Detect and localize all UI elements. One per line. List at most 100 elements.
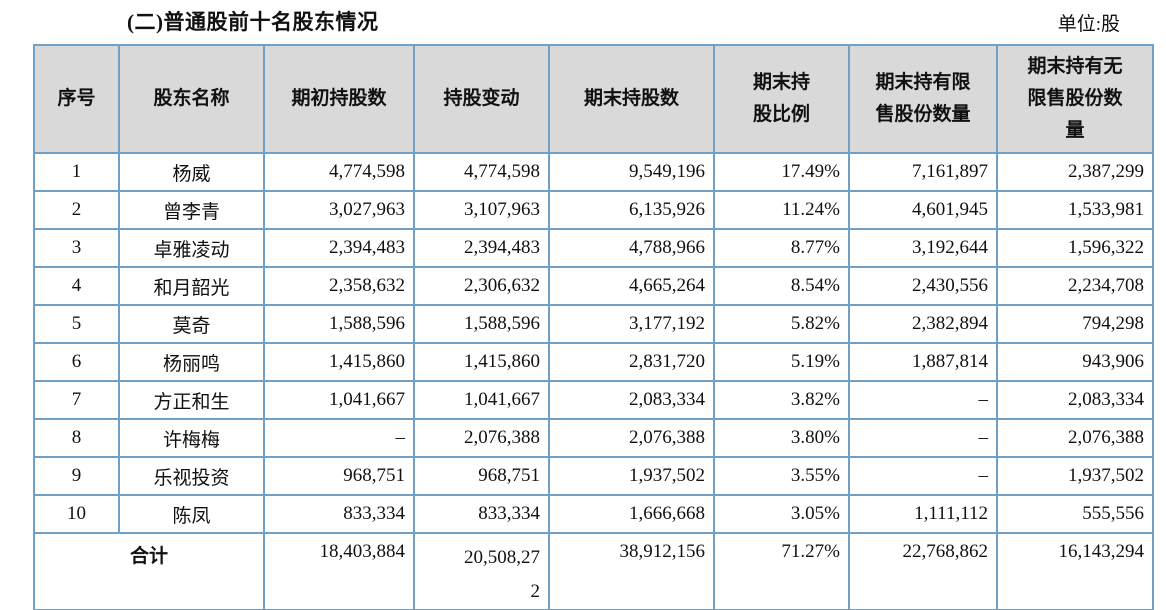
cell-shareholder-name: 莫奇 xyxy=(118,304,265,344)
cell-share-change: 968,751 xyxy=(413,456,550,496)
header-restricted-shares: 期末持有限 售股份数量 xyxy=(848,44,998,154)
cell-restricted-shares: 3,192,644 xyxy=(848,228,998,268)
cell-ending-shares: 1,666,668 xyxy=(548,494,715,534)
cell-no: 6 xyxy=(33,342,120,382)
cell-shareholder-name: 方正和生 xyxy=(118,380,265,420)
table-row: 3 卓雅凌动 2,394,483 2,394,483 4,788,966 8.7… xyxy=(33,228,1154,268)
cell-shareholder-name: 卓雅凌动 xyxy=(118,228,265,268)
cell-restricted-shares: – xyxy=(848,380,998,420)
cell-ending-shares: 3,177,192 xyxy=(548,304,715,344)
cell-unrestricted-shares: 555,556 xyxy=(996,494,1154,534)
header-share-change: 持股变动 xyxy=(413,44,550,154)
cell-unrestricted-shares: 1,937,502 xyxy=(996,456,1154,496)
cell-restricted-shares: 1,887,814 xyxy=(848,342,998,382)
cell-shareholder-name: 曾李青 xyxy=(118,190,265,230)
total-share-change: 20,508,272 xyxy=(413,531,550,610)
cell-initial-shares: 1,041,667 xyxy=(263,380,415,420)
cell-no: 9 xyxy=(33,456,120,496)
cell-no: 2 xyxy=(33,190,120,230)
header-ending-shares: 期末持股数 xyxy=(548,44,715,154)
cell-ending-ratio: 8.77% xyxy=(713,228,850,268)
total-row: 合计 18,403,884 20,508,272 38,912,156 71.2… xyxy=(33,531,1154,610)
table-header: 序号 股东名称 期初持股数 持股变动 期末持股数 期末持 股比例 期末持有限 售… xyxy=(33,44,1154,154)
cell-unrestricted-shares: 2,387,299 xyxy=(996,152,1154,192)
cell-unrestricted-shares: 1,533,981 xyxy=(996,190,1154,230)
table-row: 4 和月韶光 2,358,632 2,306,632 4,665,264 8.5… xyxy=(33,266,1154,306)
cell-ending-ratio: 11.24% xyxy=(713,190,850,230)
cell-restricted-shares: – xyxy=(848,456,998,496)
cell-share-change: 3,107,963 xyxy=(413,190,550,230)
cell-no: 10 xyxy=(33,494,120,534)
cell-ending-ratio: 5.19% xyxy=(713,342,850,382)
page-title: (二)普通股前十名股东情况 xyxy=(127,10,379,34)
table-row: 1 杨威 4,774,598 4,774,598 9,549,196 17.49… xyxy=(33,152,1154,192)
cell-initial-shares: 4,774,598 xyxy=(263,152,415,192)
cell-initial-shares: 1,588,596 xyxy=(263,304,415,344)
header-row: 序号 股东名称 期初持股数 持股变动 期末持股数 期末持 股比例 期末持有限 售… xyxy=(33,44,1154,154)
cell-restricted-shares: 7,161,897 xyxy=(848,152,998,192)
cell-unrestricted-shares: 2,076,388 xyxy=(996,418,1154,458)
cell-restricted-shares: 2,430,556 xyxy=(848,266,998,306)
cell-share-change: 1,588,596 xyxy=(413,304,550,344)
total-ending-ratio: 71.27% xyxy=(713,531,850,610)
cell-ending-shares: 6,135,926 xyxy=(548,190,715,230)
cell-initial-shares: 2,358,632 xyxy=(263,266,415,306)
cell-unrestricted-shares: 2,234,708 xyxy=(996,266,1154,306)
cell-no: 7 xyxy=(33,380,120,420)
cell-share-change: 1,415,860 xyxy=(413,342,550,382)
header-no: 序号 xyxy=(33,44,120,154)
cell-share-change: 2,306,632 xyxy=(413,266,550,306)
shareholders-table: 序号 股东名称 期初持股数 持股变动 期末持股数 期末持 股比例 期末持有限 售… xyxy=(33,44,1154,610)
header-shareholder-name: 股东名称 xyxy=(118,44,265,154)
header-unrestricted-shares: 期末持有无 限售股份数 量 xyxy=(996,44,1154,154)
table-body: 1 杨威 4,774,598 4,774,598 9,549,196 17.49… xyxy=(33,152,1154,610)
header-ending-ratio: 期末持 股比例 xyxy=(713,44,850,154)
cell-no: 1 xyxy=(33,152,120,192)
cell-share-change: 1,041,667 xyxy=(413,380,550,420)
cell-ending-shares: 2,831,720 xyxy=(548,342,715,382)
total-ending-shares: 38,912,156 xyxy=(548,531,715,610)
cell-shareholder-name: 许梅梅 xyxy=(118,418,265,458)
table-row: 6 杨丽鸣 1,415,860 1,415,860 2,831,720 5.19… xyxy=(33,342,1154,382)
total-initial-shares: 18,403,884 xyxy=(263,531,415,610)
cell-share-change: 2,394,483 xyxy=(413,228,550,268)
cell-shareholder-name: 杨丽鸣 xyxy=(118,342,265,382)
total-restricted-shares: 22,768,862 xyxy=(848,531,998,610)
table-row: 2 曾李青 3,027,963 3,107,963 6,135,926 11.2… xyxy=(33,190,1154,230)
cell-initial-shares: 1,415,860 xyxy=(263,342,415,382)
table-row: 8 许梅梅 – 2,076,388 2,076,388 3.80% – 2,07… xyxy=(33,418,1154,458)
cell-ending-ratio: 3.05% xyxy=(713,494,850,534)
table-row: 5 莫奇 1,588,596 1,588,596 3,177,192 5.82%… xyxy=(33,304,1154,344)
cell-no: 4 xyxy=(33,266,120,306)
cell-share-change: 2,076,388 xyxy=(413,418,550,458)
header-initial-shares: 期初持股数 xyxy=(263,44,415,154)
cell-no: 5 xyxy=(33,304,120,344)
cell-shareholder-name: 陈凤 xyxy=(118,494,265,534)
cell-restricted-shares: – xyxy=(848,418,998,458)
cell-shareholder-name: 乐视投资 xyxy=(118,456,265,496)
table-row: 9 乐视投资 968,751 968,751 1,937,502 3.55% –… xyxy=(33,456,1154,496)
cell-ending-shares: 1,937,502 xyxy=(548,456,715,496)
cell-restricted-shares: 2,382,894 xyxy=(848,304,998,344)
cell-shareholder-name: 和月韶光 xyxy=(118,266,265,306)
cell-ending-ratio: 3.55% xyxy=(713,456,850,496)
cell-unrestricted-shares: 943,906 xyxy=(996,342,1154,382)
cell-no: 8 xyxy=(33,418,120,458)
cell-ending-shares: 4,788,966 xyxy=(548,228,715,268)
cell-ending-ratio: 3.82% xyxy=(713,380,850,420)
cell-initial-shares: 833,334 xyxy=(263,494,415,534)
total-label: 合计 xyxy=(33,531,265,610)
cell-initial-shares: 3,027,963 xyxy=(263,190,415,230)
unit-label: 单位:股 xyxy=(1057,14,1120,35)
cell-unrestricted-shares: 1,596,322 xyxy=(996,228,1154,268)
cell-ending-ratio: 5.82% xyxy=(713,304,850,344)
table-row: 7 方正和生 1,041,667 1,041,667 2,083,334 3.8… xyxy=(33,380,1154,420)
cell-ending-shares: 2,076,388 xyxy=(548,418,715,458)
cell-ending-shares: 4,665,264 xyxy=(548,266,715,306)
cell-unrestricted-shares: 2,083,334 xyxy=(996,380,1154,420)
cell-ending-shares: 2,083,334 xyxy=(548,380,715,420)
cell-unrestricted-shares: 794,298 xyxy=(996,304,1154,344)
cell-restricted-shares: 1,111,112 xyxy=(848,494,998,534)
cell-ending-ratio: 3.80% xyxy=(713,418,850,458)
